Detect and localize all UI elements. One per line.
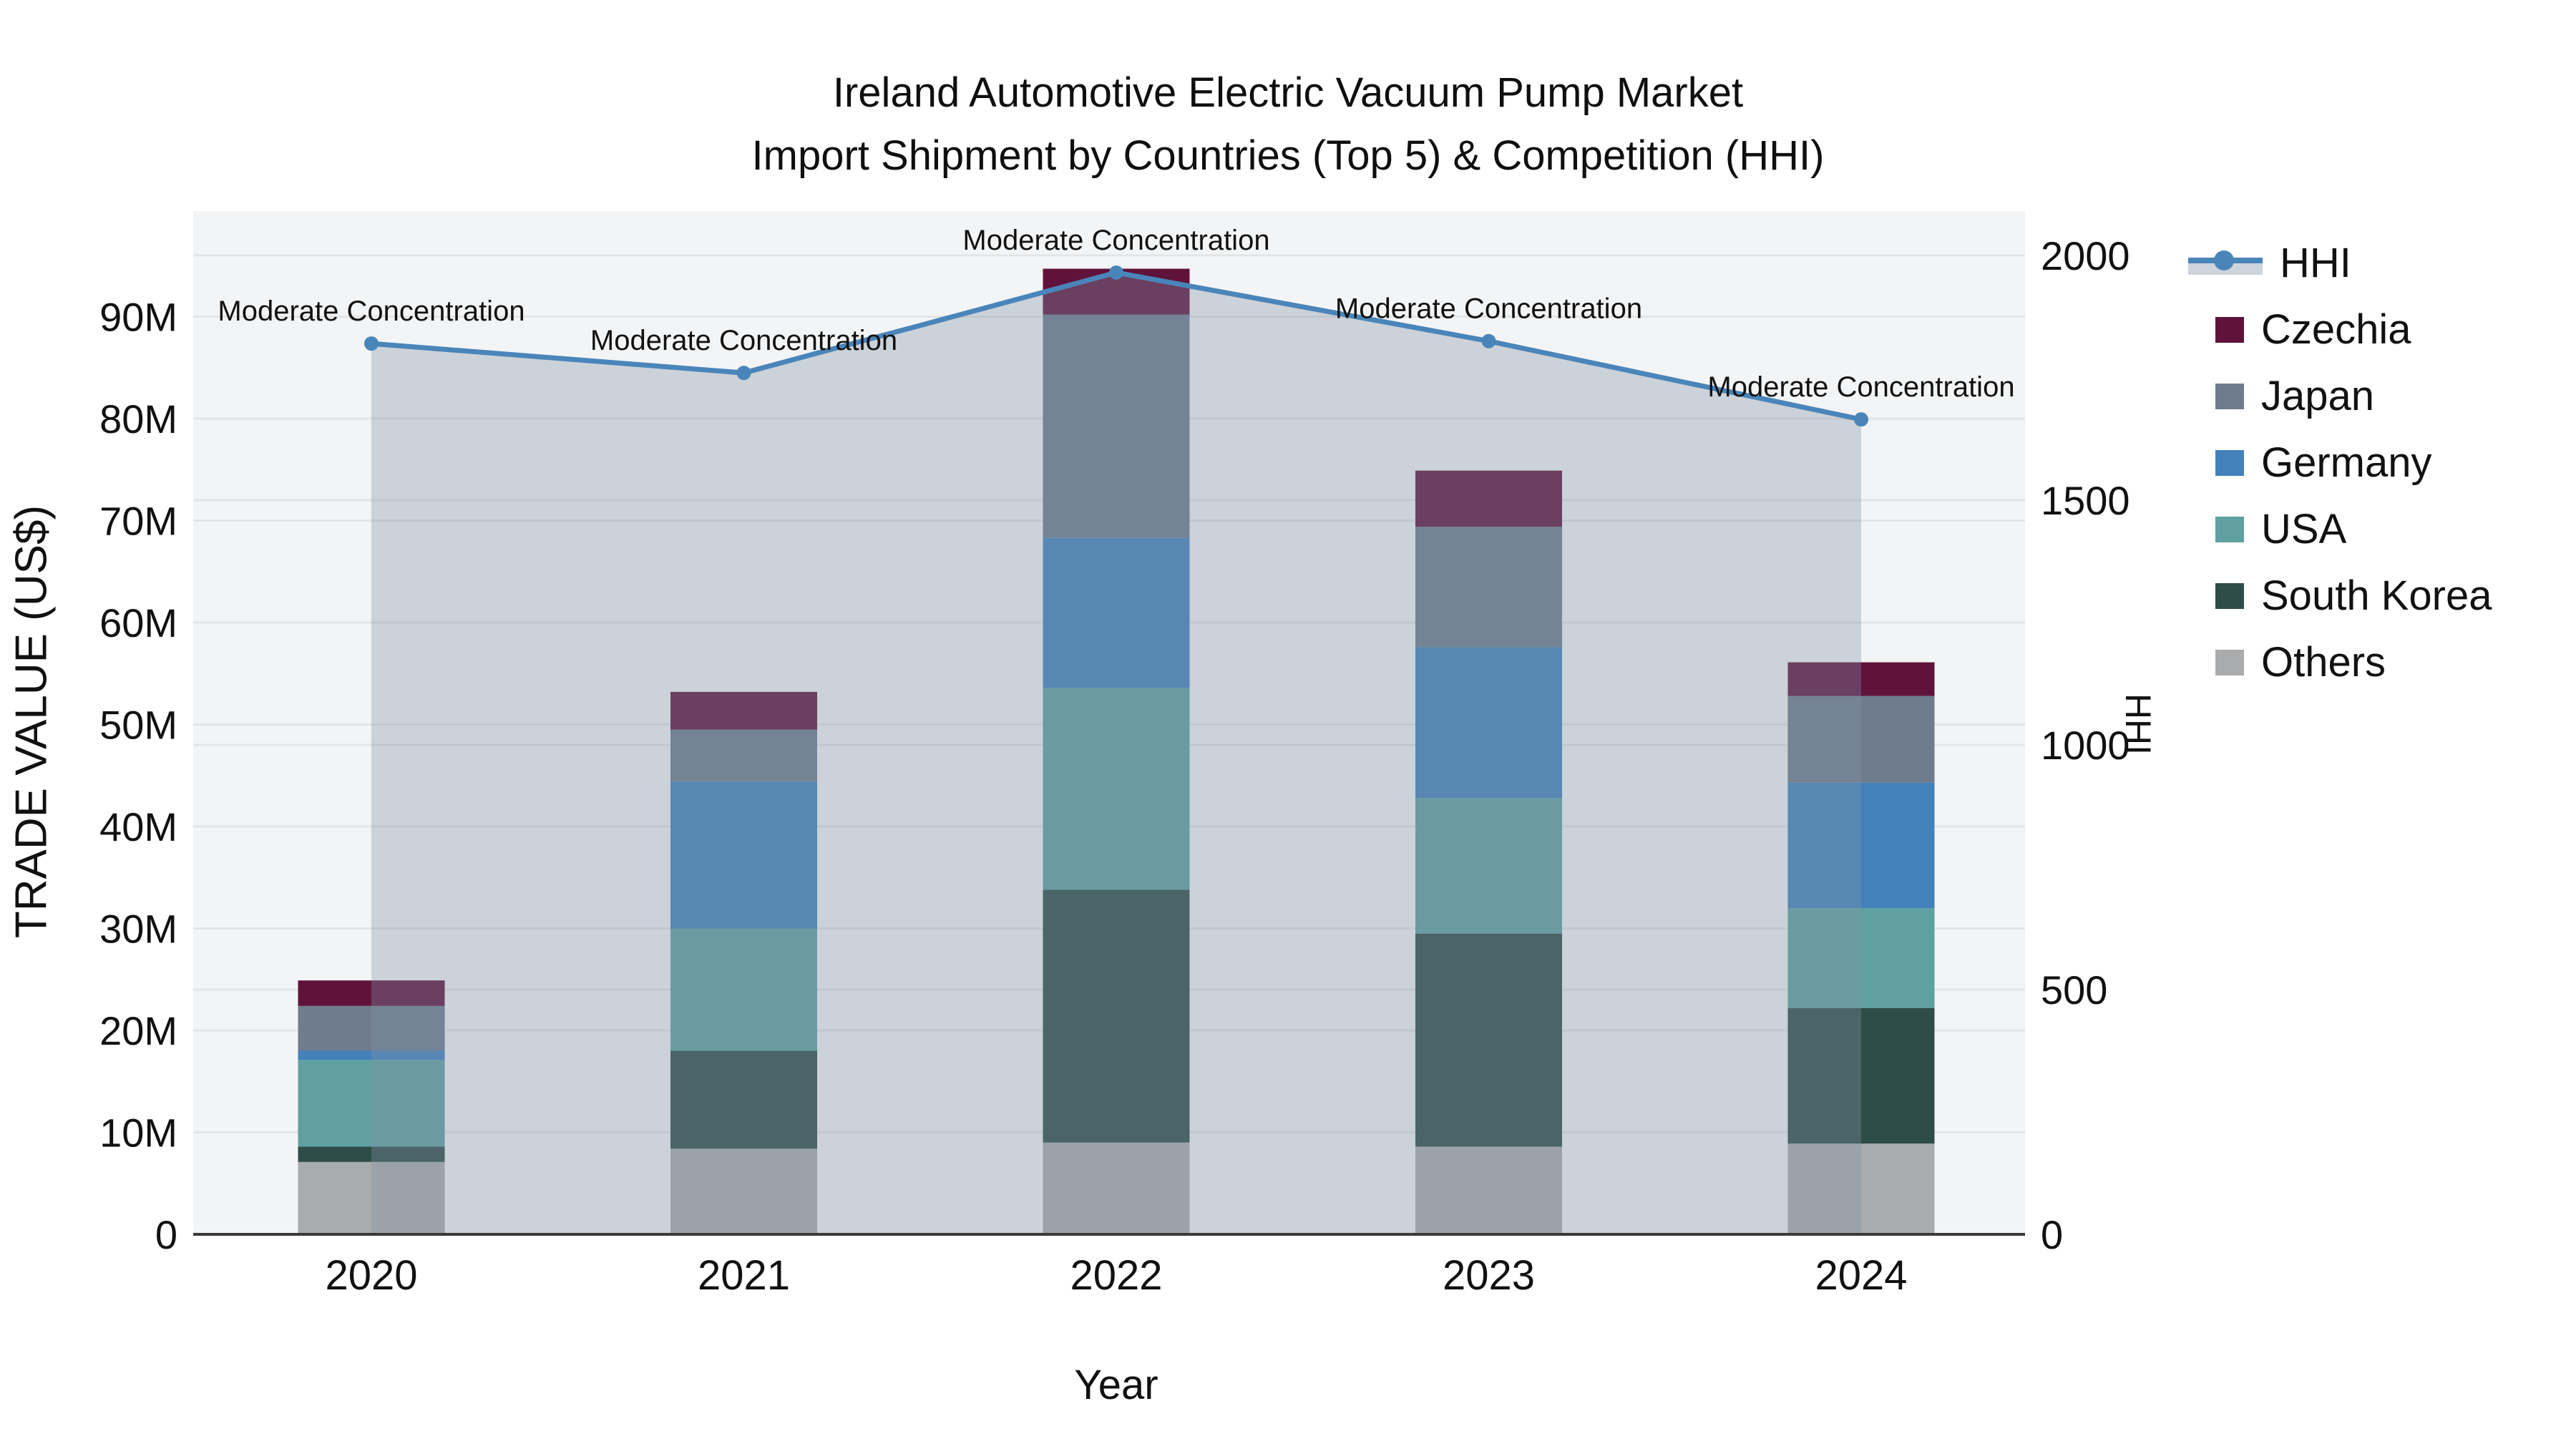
legend-item-others[interactable]: Others [2184, 629, 2492, 696]
bar-segment-czechia-2023[interactable] [1415, 470, 1562, 527]
bar-segment-japan-2024[interactable] [1787, 696, 1935, 783]
legend-item-germany[interactable]: Germany [2184, 429, 2492, 496]
bar-segment-others-2021[interactable] [670, 1148, 817, 1234]
legend-item-japan[interactable]: Japan [2184, 363, 2492, 429]
chart-title-line1: Ireland Automotive Electric Vacuum Pump … [832, 69, 1744, 116]
legend: HHI Czechia Japan Germany USA South Korea Othe… [2184, 230, 2492, 696]
y-right-tick-1000: 1000 [2041, 723, 2130, 768]
x-axis-title: Year [1074, 1362, 1158, 1408]
bar-segment-south-korea-2024[interactable] [1787, 1008, 1935, 1144]
bar-segment-usa-2020[interactable] [298, 1060, 445, 1147]
y-right-tick-2000: 2000 [2041, 233, 2130, 278]
bar-segment-usa-2023[interactable] [1415, 798, 1562, 934]
bar-segment-usa-2021[interactable] [670, 928, 817, 1051]
x-tick-2021: 2021 [698, 1252, 790, 1299]
bar-segment-germany-2023[interactable] [1415, 647, 1562, 799]
annotation-2021: Moderate Concentration [590, 325, 897, 356]
bar-segment-japan-2021[interactable] [670, 729, 817, 782]
legend-swatch-icon [2215, 383, 2244, 409]
legend-item-south-korea[interactable]: South Korea [2184, 562, 2492, 629]
bar-segment-others-2024[interactable] [1787, 1143, 1935, 1234]
legend-swatch-icon [2215, 449, 2244, 476]
bar-segment-czechia-2024[interactable] [1787, 662, 1935, 696]
y-right-tick-0: 0 [2041, 1212, 2063, 1257]
legend-label: South Korea [2261, 572, 2492, 619]
bar-segment-japan-2022[interactable] [1043, 314, 1190, 538]
y-left-tick-50M: 50M [99, 703, 177, 748]
bar-segment-czechia-2020[interactable] [298, 980, 445, 1006]
bar-segment-usa-2022[interactable] [1043, 688, 1190, 890]
bar-segment-others-2022[interactable] [1043, 1142, 1190, 1234]
annotation-2023: Moderate Concentration [1335, 293, 1642, 325]
hhi-marker-2021[interactable] [736, 366, 751, 381]
annotation-2024: Moderate Concentration [1707, 371, 2014, 403]
x-tick-2020: 2020 [325, 1252, 417, 1299]
legend-swatch-icon [2215, 582, 2244, 609]
y-left-tick-0: 0 [155, 1212, 177, 1257]
legend-item-usa[interactable]: USA [2184, 496, 2492, 562]
y-left-tick-10M: 10M [99, 1111, 177, 1156]
x-tick-2023: 2023 [1443, 1252, 1535, 1299]
legend-line-swatch-icon [2188, 248, 2263, 279]
legend-swatch-icon [2215, 649, 2244, 675]
bar-segment-germany-2022[interactable] [1043, 537, 1190, 688]
legend-item-czechia[interactable]: Czechia [2184, 296, 2492, 363]
bar-segment-germany-2021[interactable] [670, 781, 817, 929]
y-left-tick-90M: 90M [99, 295, 177, 340]
y-axis-left-title: TRADE VALUE (US$) [6, 504, 57, 939]
y-left-tick-30M: 30M [99, 907, 177, 952]
legend-item-hhi[interactable]: HHI [2184, 230, 2492, 296]
bar-segment-south-korea-2022[interactable] [1043, 889, 1190, 1143]
y-axis-right-title: HHI [2118, 693, 2158, 756]
bar-segment-japan-2023[interactable] [1415, 527, 1562, 648]
y-left-tick-60M: 60M [99, 600, 177, 645]
legend-swatch-icon [2215, 516, 2244, 542]
bar-segment-germany-2024[interactable] [1787, 782, 1935, 908]
y-left-tick-20M: 20M [99, 1008, 177, 1053]
bar-segment-others-2020[interactable] [298, 1161, 445, 1234]
legend-label: Czechia [2261, 306, 2411, 353]
legend-label: Japan [2261, 373, 2375, 419]
legend-label: Germany [2261, 439, 2432, 486]
hhi-marker-2022[interactable] [1109, 265, 1123, 280]
legend-swatch-icon [2215, 316, 2244, 343]
y-left-tick-70M: 70M [99, 499, 177, 544]
legend-label: USA [2261, 506, 2347, 552]
annotation-2020: Moderate Concentration [218, 296, 525, 327]
bar-segment-czechia-2021[interactable] [670, 691, 817, 730]
bar-segment-south-korea-2023[interactable] [1415, 933, 1562, 1147]
legend-line-dot [2214, 250, 2234, 270]
y-right-tick-500: 500 [2041, 967, 2107, 1013]
y-left-tick-40M: 40M [99, 804, 177, 849]
x-tick-2022: 2022 [1070, 1252, 1162, 1299]
bar-segment-germany-2020[interactable] [298, 1050, 445, 1060]
hhi-marker-2020[interactable] [364, 336, 379, 351]
chart-title-line2: Import Shipment by Countries (Top 5) & C… [751, 132, 1825, 179]
y-left-tick-80M: 80M [99, 396, 177, 441]
hhi-area-fill [371, 272, 1861, 1235]
bar-segment-japan-2020[interactable] [298, 1005, 445, 1051]
bar-segment-others-2023[interactable] [1415, 1146, 1562, 1234]
hhi-marker-2023[interactable] [1481, 333, 1496, 348]
bar-segment-south-korea-2021[interactable] [670, 1050, 817, 1149]
bar-segment-usa-2024[interactable] [1787, 908, 1935, 1008]
legend-label: HHI [2280, 240, 2351, 286]
hhi-marker-2024[interactable] [1854, 412, 1868, 427]
y-right-tick-1500: 1500 [2041, 478, 2130, 523]
x-tick-2024: 2024 [1815, 1252, 1907, 1299]
annotation-2022: Moderate Concentration [962, 225, 1269, 256]
legend-label: Others [2261, 639, 2386, 686]
bar-segment-south-korea-2020[interactable] [298, 1146, 445, 1162]
